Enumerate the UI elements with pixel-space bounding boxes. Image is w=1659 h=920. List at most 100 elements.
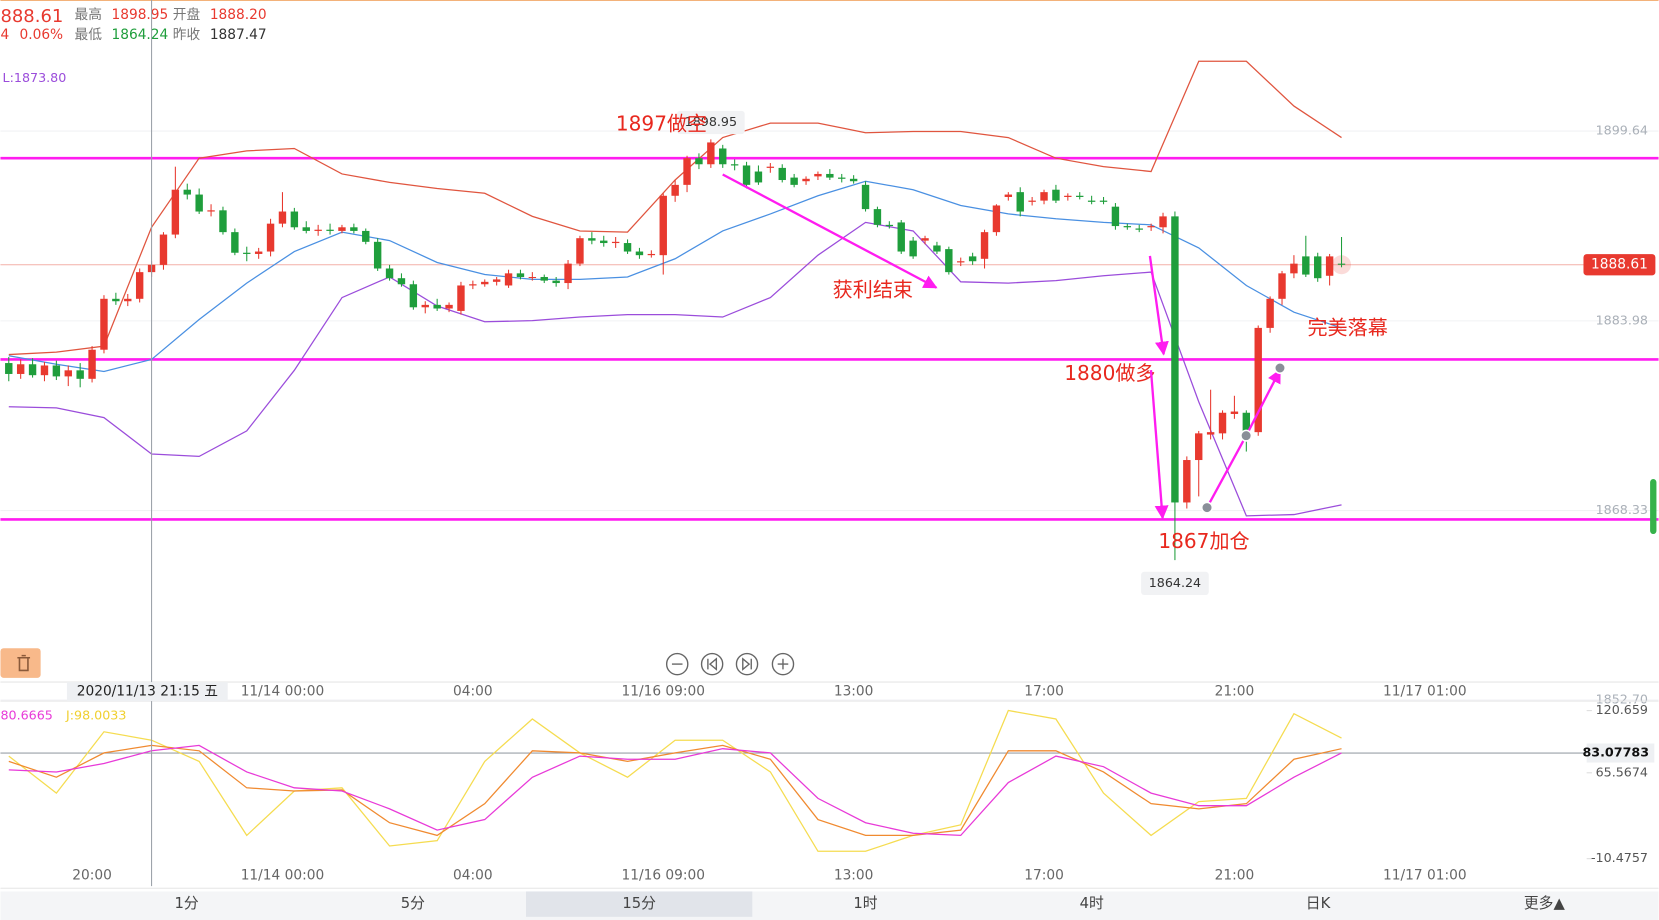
legend-text: J:98.0033	[65, 707, 126, 722]
candle-body	[1052, 189, 1060, 201]
stat-value: 1887.47	[210, 27, 267, 43]
candle-body	[481, 281, 489, 285]
candle-body	[909, 240, 917, 257]
anchor-dots	[1200, 361, 1287, 514]
candle-body	[1159, 216, 1167, 228]
candle-body	[278, 211, 287, 224]
candle-body	[1195, 433, 1203, 461]
candle-body	[124, 298, 132, 302]
candle-body	[992, 205, 1001, 233]
candle-body	[183, 189, 191, 195]
candle-body	[159, 234, 168, 265]
delete-button[interactable]	[0, 648, 41, 678]
x-tick-label: 11/17 01:00	[1383, 868, 1467, 884]
candle-body	[1302, 256, 1310, 275]
last-price-tag	[1583, 254, 1656, 276]
candle-body	[1016, 192, 1024, 212]
candle-body	[1123, 226, 1132, 228]
candle-body	[1004, 194, 1013, 197]
tab-bar	[0, 891, 1659, 920]
kdj-line	[8, 744, 1342, 837]
candle-body	[52, 365, 61, 377]
candle-body	[302, 227, 310, 231]
scroll-start[interactable]	[700, 652, 724, 676]
candle-body	[635, 251, 644, 256]
x-tick-label: 11/17 01:00	[1383, 684, 1467, 700]
candle-body	[933, 245, 941, 252]
candle-body	[254, 251, 263, 254]
zoom-out[interactable]	[665, 652, 689, 676]
candle-body	[611, 241, 620, 244]
candle-body	[1218, 412, 1227, 434]
tab[interactable]: 15分	[622, 895, 656, 912]
candle-body	[600, 240, 608, 244]
candle-body	[588, 238, 596, 241]
arrow	[1149, 370, 1169, 520]
zoom-in[interactable]	[771, 652, 795, 676]
candle-body	[385, 268, 394, 279]
extreme-label-box	[677, 110, 745, 135]
tab[interactable]: 1分	[174, 895, 198, 912]
tab[interactable]: 更多▲	[1524, 895, 1566, 912]
candle-body	[814, 173, 822, 177]
candle-body	[838, 177, 846, 179]
candle-body	[64, 370, 72, 377]
candle-body	[671, 184, 679, 196]
candle-body	[1040, 192, 1048, 201]
crosshair-label: 2020/11/13 21:15 五	[77, 684, 218, 700]
candle-body	[802, 178, 810, 182]
last-price-label: 1888.61	[1591, 257, 1648, 273]
candle-body	[326, 229, 334, 231]
x-tick-label: 11/16 09:00	[621, 684, 705, 700]
tab[interactable]: 4时	[1080, 895, 1104, 912]
candle-body	[861, 184, 870, 210]
y-tick-label: 65.5674	[1596, 764, 1648, 779]
tab[interactable]: 5分	[401, 895, 425, 912]
dot	[1200, 501, 1214, 514]
candle-body	[231, 232, 239, 253]
icon	[777, 658, 789, 670]
candle-body	[897, 222, 905, 252]
candle-body	[552, 280, 560, 284]
candle-body	[88, 349, 96, 379]
x-tick-label: 11/14 00:00	[241, 868, 325, 884]
tab[interactable]: 1时	[853, 895, 877, 912]
stat-label: 开盘	[173, 6, 201, 23]
candle-body	[290, 211, 299, 228]
annotation: 获利结束	[833, 277, 913, 301]
candle-body	[350, 227, 358, 231]
candle-body	[1135, 228, 1143, 230]
candle-body	[457, 285, 465, 311]
candle-body	[873, 209, 882, 225]
candle-body	[28, 364, 37, 376]
candle-body	[1206, 432, 1215, 435]
annotation: 1867加仓	[1158, 529, 1249, 553]
candle-body	[778, 167, 786, 181]
candle-body	[659, 195, 667, 256]
candle-body	[647, 253, 656, 256]
candle-body	[980, 232, 989, 259]
scroll-end[interactable]	[735, 652, 759, 676]
icon	[707, 657, 718, 671]
candle-body	[730, 164, 739, 166]
candle-body	[1254, 327, 1262, 433]
candle-body	[409, 284, 418, 308]
change: 4	[0, 27, 9, 43]
candle-body	[683, 158, 691, 185]
candle-body	[1111, 206, 1120, 227]
extreme-label-box	[1141, 571, 1209, 596]
tab[interactable]: 日K	[1306, 895, 1332, 912]
candle-body	[373, 241, 382, 269]
candle-body	[885, 224, 894, 227]
x-tick-label: 04:00	[453, 684, 493, 700]
candle-body	[433, 304, 441, 309]
zoom-controls[interactable]	[665, 652, 795, 676]
x-tick-label: 17:00	[1024, 868, 1064, 884]
y-tick-label: 1852.70	[1596, 692, 1648, 707]
band-line	[8, 180, 1342, 373]
kdj-line	[8, 744, 1342, 837]
candle-body	[1290, 263, 1298, 274]
y-tick-label: 1883.98	[1596, 312, 1648, 327]
dot	[1240, 429, 1253, 442]
